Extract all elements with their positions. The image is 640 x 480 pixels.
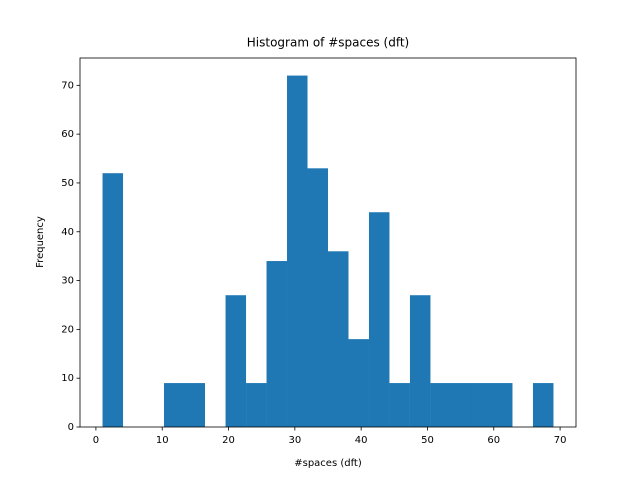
bar — [184, 383, 205, 427]
x-tick-label: 10 — [156, 435, 169, 446]
x-axis-label: #spaces (dft) — [294, 458, 362, 469]
bar — [246, 383, 267, 427]
y-axis-label: Frequency — [35, 216, 46, 268]
bar — [532, 383, 554, 427]
chart-title: Histogram of #spaces (dft) — [247, 36, 409, 50]
x-tick-label: 30 — [288, 435, 301, 446]
x-tick-label: 40 — [355, 435, 368, 446]
y-tick-label: 50 — [61, 178, 74, 189]
bar — [102, 173, 124, 427]
bar — [287, 75, 308, 428]
axes-frame — [79, 57, 577, 428]
y-tick-label: 20 — [61, 324, 74, 335]
bar — [225, 295, 247, 427]
y-tick-label: 0 — [68, 422, 74, 433]
bar — [164, 383, 185, 427]
x-tick-label: 60 — [487, 435, 500, 446]
bar — [348, 339, 369, 427]
bar — [451, 383, 472, 427]
bar — [266, 261, 288, 427]
x-tick-label: 20 — [222, 435, 235, 446]
y-tick-label: 10 — [61, 373, 74, 384]
bar — [328, 251, 349, 427]
bar — [471, 383, 492, 427]
y-tick-label: 60 — [61, 129, 74, 140]
y-tick-label: 30 — [61, 276, 74, 287]
y-tick-label: 70 — [61, 80, 74, 91]
x-tick-label: 50 — [421, 435, 434, 446]
x-tick-label: 0 — [93, 435, 99, 446]
bar — [430, 383, 452, 427]
bar — [368, 212, 390, 427]
x-tick-label: 70 — [554, 435, 567, 446]
bar — [307, 168, 328, 428]
bar — [409, 295, 431, 427]
bar — [389, 383, 410, 427]
y-tick-label: 40 — [61, 227, 74, 238]
bar — [491, 383, 513, 427]
